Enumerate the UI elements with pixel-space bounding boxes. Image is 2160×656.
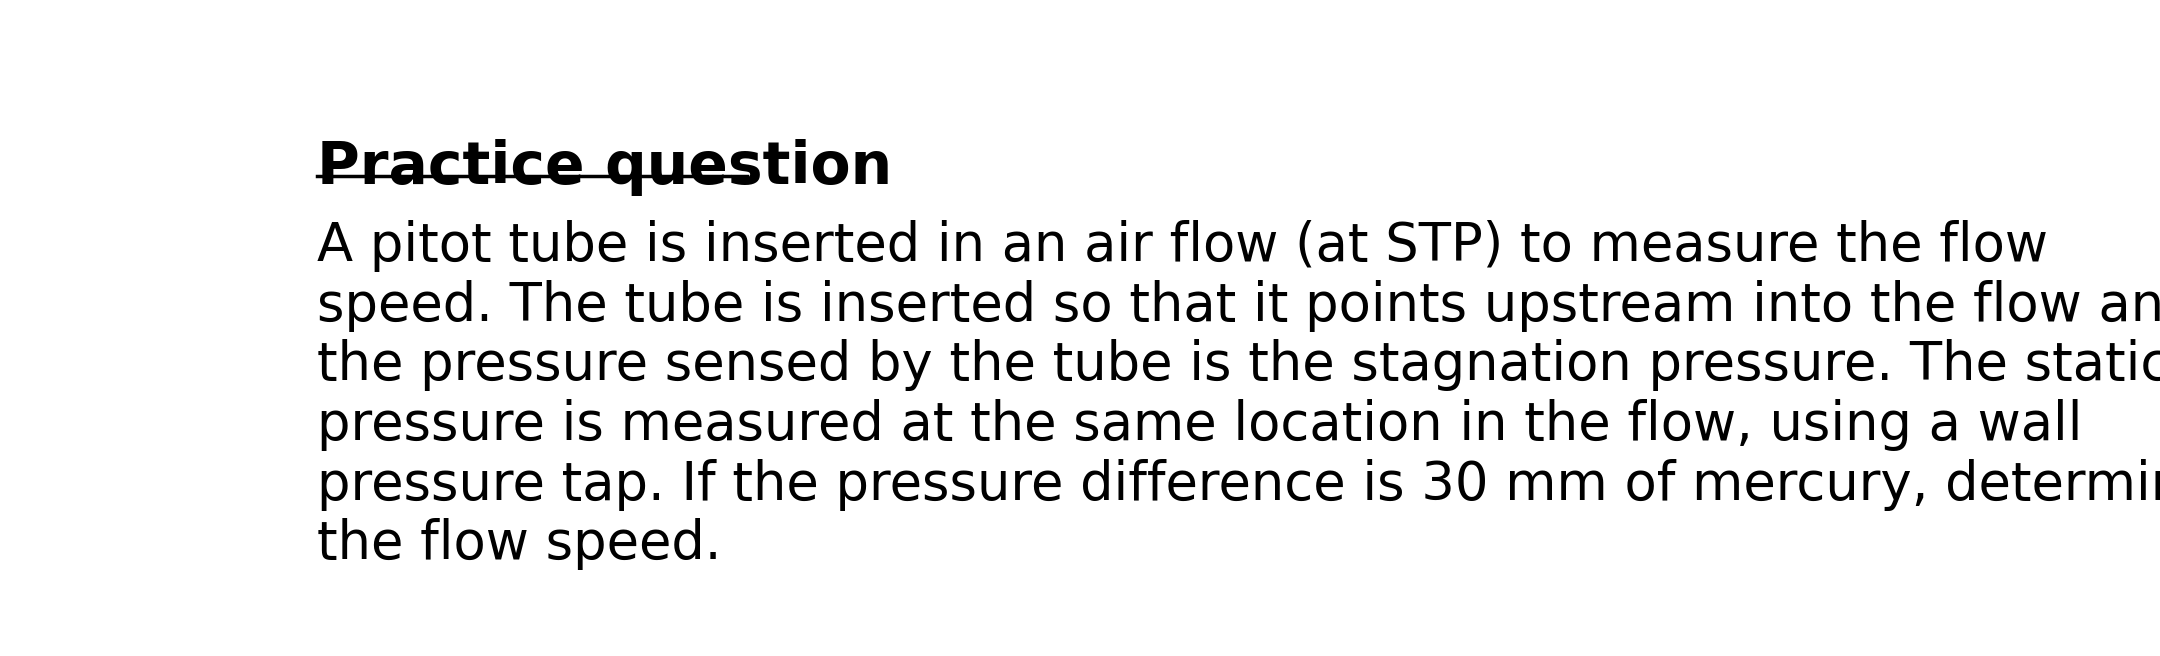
Text: speed. The tube is inserted so that it points upstream into the flow and: speed. The tube is inserted so that it p…	[318, 279, 2160, 332]
Text: Practice question: Practice question	[318, 139, 892, 196]
Text: the flow speed.: the flow speed.	[318, 518, 721, 570]
Text: pressure is measured at the same location in the flow, using a wall: pressure is measured at the same locatio…	[318, 399, 2082, 451]
Text: pressure tap. If the pressure difference is 30 mm of mercury, determine: pressure tap. If the pressure difference…	[318, 459, 2160, 510]
Text: A pitot tube is inserted in an air flow (at STP) to measure the flow: A pitot tube is inserted in an air flow …	[318, 220, 2048, 272]
Text: the pressure sensed by the tube is the stagnation pressure. The static: the pressure sensed by the tube is the s…	[318, 339, 2160, 392]
